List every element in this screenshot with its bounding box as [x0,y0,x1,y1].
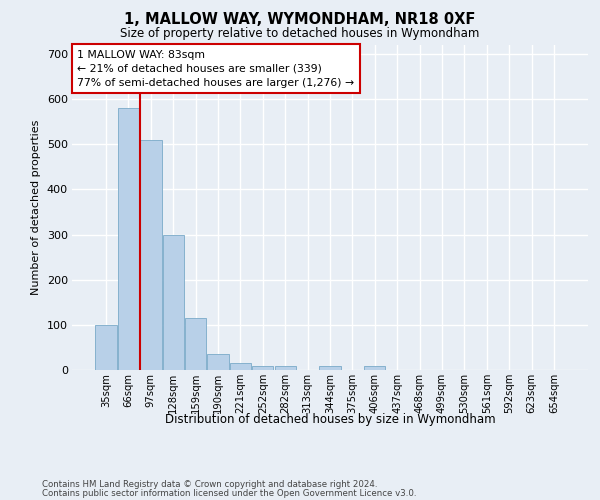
Bar [163,236,184,370]
Bar [230,363,251,370]
Text: Contains public sector information licensed under the Open Government Licence v3: Contains public sector information licen… [42,490,416,498]
Text: Distribution of detached houses by size in Wymondham: Distribution of detached houses by size … [164,412,496,426]
Bar [208,354,229,370]
Bar [364,366,385,370]
Bar [140,140,161,370]
Bar [118,108,139,370]
Bar [319,366,341,370]
Text: 1 MALLOW WAY: 83sqm
← 21% of detached houses are smaller (339)
77% of semi-detac: 1 MALLOW WAY: 83sqm ← 21% of detached ho… [77,50,354,88]
Y-axis label: Number of detached properties: Number of detached properties [31,120,41,295]
Bar [252,366,274,370]
Text: 1, MALLOW WAY, WYMONDHAM, NR18 0XF: 1, MALLOW WAY, WYMONDHAM, NR18 0XF [124,12,476,28]
Text: Contains HM Land Registry data © Crown copyright and database right 2024.: Contains HM Land Registry data © Crown c… [42,480,377,489]
Text: Size of property relative to detached houses in Wymondham: Size of property relative to detached ho… [121,28,479,40]
Bar [95,325,117,370]
Bar [185,318,206,370]
Bar [275,366,296,370]
